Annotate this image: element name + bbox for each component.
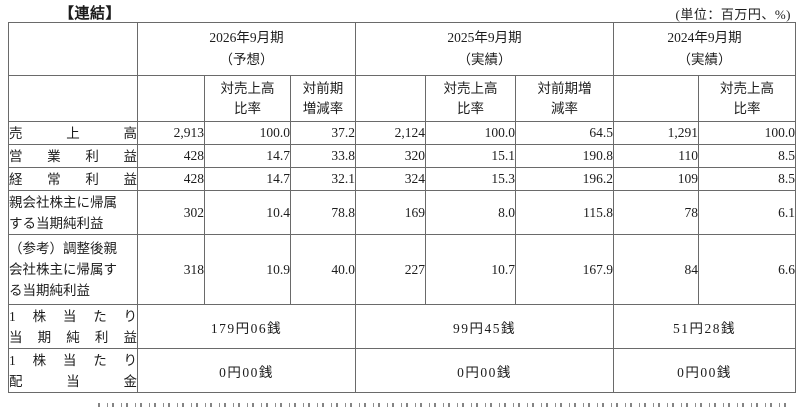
row-operating-income: 営業利益 428 14.7 33.8 320 15.1 190.8 110 8.… — [8, 144, 797, 168]
value-cell: 10.4 — [204, 190, 291, 235]
value-cell: 6.1 — [698, 190, 797, 235]
sub-header-row: 対売上高 比率 対前期 増減率 対売上高 比率 対前期増 減率 対売上高 比率 — [8, 75, 797, 122]
year-header-row: 2026年9月期 （予想） 2025年9月期 （実績） 2024年9月期 （実績… — [8, 22, 797, 76]
corner-cell — [8, 75, 138, 122]
value-cell: 227 — [355, 234, 427, 305]
value-cell: 15.1 — [425, 144, 517, 168]
value-cell: 8.5 — [698, 167, 797, 191]
value-cell: 40.0 — [289, 234, 357, 305]
empty-cell — [613, 75, 700, 122]
value-cell: 100.0 — [204, 121, 291, 145]
value-cell: 190.8 — [515, 144, 615, 168]
row-label: 経常利益 — [8, 167, 138, 191]
sub-header-sales-ratio-2026: 対売上高 比率 — [204, 75, 291, 122]
value-cell: 100.0 — [698, 121, 797, 145]
value-cell: 33.8 — [289, 144, 357, 168]
corner-cell — [8, 22, 138, 76]
sub-header-sales-ratio-2024: 対売上高 比率 — [698, 75, 797, 122]
row-net-income: 親会社株主に帰属 する当期純利益 302 10.4 78.8 169 8.0 1… — [8, 190, 797, 235]
value-cell: 100.0 — [425, 121, 517, 145]
value-cell: 78 — [613, 190, 700, 235]
value-cell: 32.1 — [289, 167, 357, 191]
row-sales: 売上高 2,913 100.0 37.2 2,124 100.0 64.5 1,… — [8, 121, 797, 145]
value-cell: 10.7 — [425, 234, 517, 305]
unit-note: (単位：百万円、%) — [675, 7, 791, 22]
value-cell: 51円28銭 — [613, 304, 797, 349]
value-cell: 109 — [613, 167, 700, 191]
value-cell: 2,913 — [137, 121, 205, 145]
value-cell: 2,124 — [355, 121, 427, 145]
year-header-2024: 2024年9月期 （実績） — [613, 22, 797, 76]
value-cell: 64.5 — [515, 121, 615, 145]
row-label: 売上高 — [8, 121, 138, 145]
value-cell: 37.2 — [289, 121, 357, 145]
value-cell: 196.2 — [515, 167, 615, 191]
value-cell: 318 — [137, 234, 205, 305]
financial-results-table: 2026年9月期 （予想） 2025年9月期 （実績） 2024年9月期 （実績… — [8, 22, 797, 393]
value-cell: 14.7 — [204, 167, 291, 191]
value-cell: 324 — [355, 167, 427, 191]
empty-cell — [355, 75, 427, 122]
sub-header-yoy-change-2025: 対前期増 減率 — [515, 75, 615, 122]
value-cell: 110 — [613, 144, 700, 168]
value-cell: 78.8 — [289, 190, 357, 235]
value-cell: 8.0 — [425, 190, 517, 235]
year-header-2026: 2026年9月期 （予想） — [136, 22, 357, 76]
value-cell: 8.5 — [698, 144, 797, 168]
consolidated-label: 【連結】 — [59, 6, 122, 22]
value-cell: 167.9 — [515, 234, 615, 305]
row-ordinary-income: 経常利益 428 14.7 32.1 324 15.3 196.2 109 8.… — [8, 167, 797, 191]
sub-header-yoy-change-2026: 対前期 増減率 — [289, 75, 357, 122]
value-cell: 0円00銭 — [136, 348, 357, 393]
value-cell: 169 — [355, 190, 427, 235]
value-cell: 6.6 — [698, 234, 797, 305]
year-header-2025: 2025年9月期 （実績） — [355, 22, 615, 76]
value-cell: 115.8 — [515, 190, 615, 235]
value-cell: 10.9 — [204, 234, 291, 305]
value-cell: 14.7 — [204, 144, 291, 168]
value-cell: 1,291 — [613, 121, 700, 145]
row-label: 営業利益 — [8, 144, 138, 168]
value-cell: 0円00銭 — [613, 348, 797, 393]
value-cell: 0円00銭 — [355, 348, 615, 393]
value-cell: 84 — [613, 234, 700, 305]
clipped-text-line — [98, 403, 792, 407]
row-adjusted-net-income: （参考）調整後親 会社株主に帰属す る当期純利益 318 10.9 40.0 2… — [8, 234, 797, 305]
row-label: （参考）調整後親 会社株主に帰属す る当期純利益 — [8, 234, 138, 305]
value-cell: 428 — [137, 167, 205, 191]
value-cell: 15.3 — [425, 167, 517, 191]
value-cell: 179円06銭 — [136, 304, 357, 349]
sub-header-sales-ratio-2025: 対売上高 比率 — [425, 75, 517, 122]
value-cell: 99円45銭 — [355, 304, 615, 349]
value-cell: 320 — [355, 144, 427, 168]
value-cell: 428 — [137, 144, 205, 168]
empty-cell — [137, 75, 205, 122]
row-label: 親会社株主に帰属 する当期純利益 — [8, 190, 138, 235]
value-cell: 302 — [137, 190, 205, 235]
